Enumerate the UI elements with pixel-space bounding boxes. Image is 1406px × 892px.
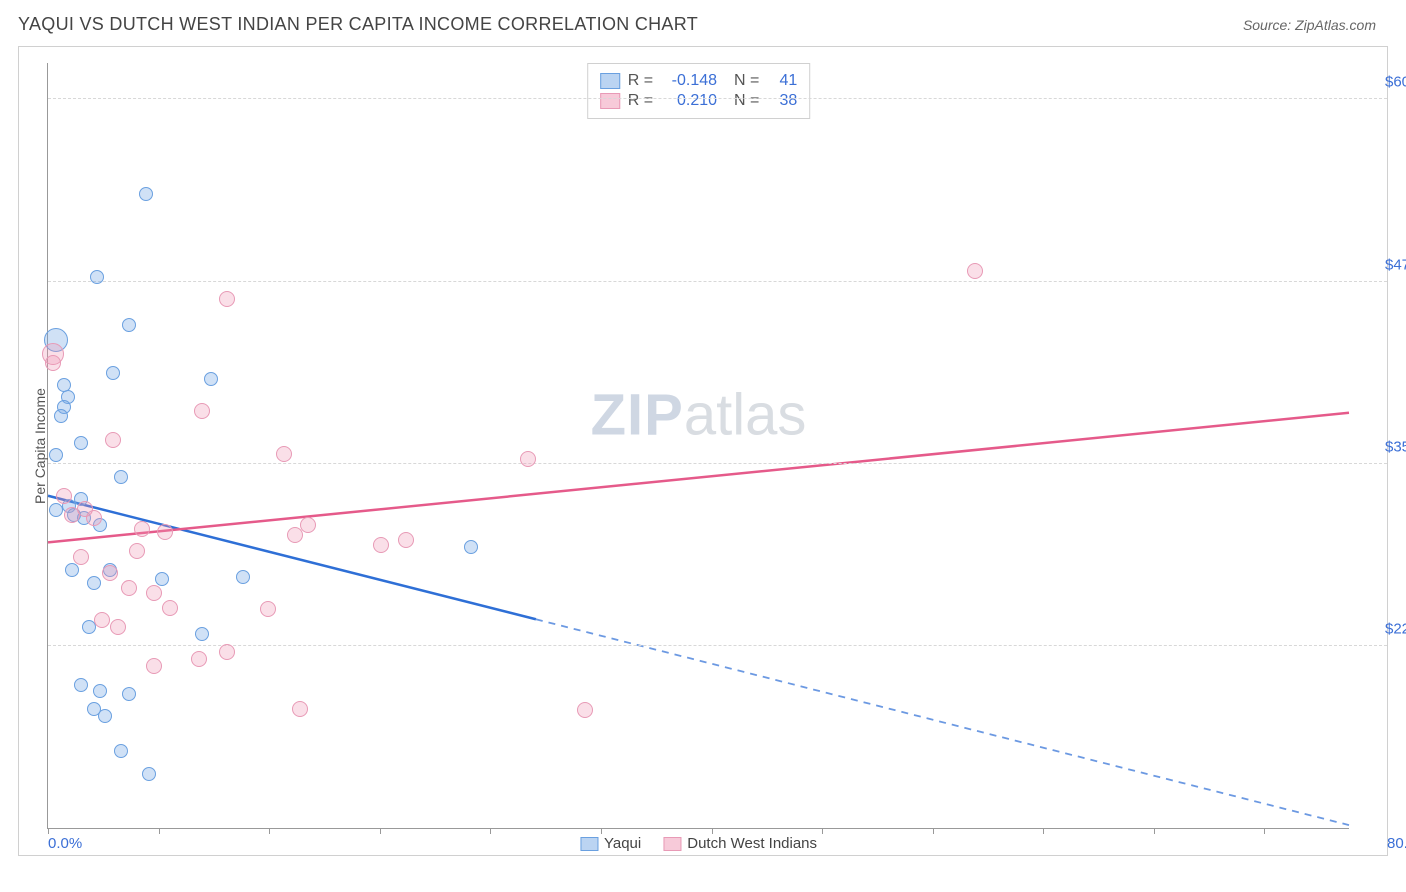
- gridline: [48, 281, 1387, 282]
- gridline: [48, 463, 1387, 464]
- x-tick: [712, 828, 713, 834]
- x-tick: [1264, 828, 1265, 834]
- legend-swatch-1: [600, 73, 620, 89]
- data-point: [260, 601, 276, 617]
- data-point: [520, 451, 536, 467]
- x-tick: [380, 828, 381, 834]
- data-point: [204, 372, 218, 386]
- legend-item-1: Yaqui: [580, 835, 641, 852]
- data-point: [110, 619, 126, 635]
- data-point: [49, 448, 63, 462]
- chart-frame: Per Capita Income ZIPatlas R = -0.148 N …: [18, 46, 1388, 856]
- gridline: [48, 98, 1387, 99]
- y-axis-label: Per Capita Income: [32, 388, 48, 504]
- data-point: [373, 537, 389, 553]
- data-point: [129, 543, 145, 559]
- data-point: [114, 470, 128, 484]
- x-tick: [822, 828, 823, 834]
- data-point: [398, 532, 414, 548]
- x-tick: [490, 828, 491, 834]
- data-point: [65, 563, 79, 577]
- data-point: [74, 436, 88, 450]
- chart-source: Source: ZipAtlas.com: [1243, 17, 1376, 33]
- x-tick: [601, 828, 602, 834]
- data-point: [162, 600, 178, 616]
- r-value-1: -0.148: [661, 72, 717, 90]
- data-point: [122, 687, 136, 701]
- data-point: [146, 658, 162, 674]
- data-point: [195, 627, 209, 641]
- gridline: [48, 645, 1387, 646]
- y-tick-label: $22,500: [1385, 620, 1406, 637]
- data-point: [121, 580, 137, 596]
- y-tick-label: $35,000: [1385, 438, 1406, 455]
- x-tick: [933, 828, 934, 834]
- x-tick: [159, 828, 160, 834]
- x-tick-label: 80.0%: [1387, 835, 1406, 852]
- chart-header: YAQUI VS DUTCH WEST INDIAN PER CAPITA IN…: [0, 0, 1406, 43]
- data-point: [194, 403, 210, 419]
- data-point: [219, 291, 235, 307]
- data-point: [287, 527, 303, 543]
- data-point: [87, 576, 101, 590]
- data-point: [276, 446, 292, 462]
- data-point: [142, 767, 156, 781]
- data-point: [49, 503, 63, 517]
- data-point: [56, 488, 72, 504]
- data-point: [134, 521, 150, 537]
- y-tick-label: $47,500: [1385, 256, 1406, 273]
- data-point: [98, 709, 112, 723]
- legend-row-series-2: R = 0.210 N = 38: [600, 92, 798, 110]
- plot-area: Per Capita Income ZIPatlas R = -0.148 N …: [47, 63, 1349, 829]
- data-point: [122, 318, 136, 332]
- data-point: [106, 366, 120, 380]
- legend-item-2: Dutch West Indians: [663, 835, 817, 852]
- data-point: [155, 572, 169, 586]
- r-value-2: 0.210: [661, 92, 717, 110]
- data-point: [105, 432, 121, 448]
- data-point: [157, 524, 173, 540]
- series-legend: Yaqui Dutch West Indians: [580, 835, 817, 852]
- legend-swatch-2: [600, 93, 620, 109]
- x-tick: [1154, 828, 1155, 834]
- data-point: [219, 644, 235, 660]
- data-point: [967, 263, 983, 279]
- data-point: [90, 270, 104, 284]
- y-tick-label: $60,000: [1385, 74, 1406, 91]
- data-point: [292, 701, 308, 717]
- trend-lines: [48, 63, 1349, 828]
- data-point: [577, 702, 593, 718]
- data-point: [93, 684, 107, 698]
- data-point: [64, 507, 80, 523]
- x-tick: [269, 828, 270, 834]
- data-point: [114, 744, 128, 758]
- x-tick: [48, 828, 49, 834]
- n-value-1: 41: [767, 72, 797, 90]
- chart-title: YAQUI VS DUTCH WEST INDIAN PER CAPITA IN…: [18, 14, 698, 35]
- data-point: [236, 570, 250, 584]
- data-point: [464, 540, 478, 554]
- data-point: [86, 510, 102, 526]
- x-tick: [1043, 828, 1044, 834]
- data-point: [45, 355, 61, 371]
- data-point: [191, 651, 207, 667]
- n-value-2: 38: [767, 92, 797, 110]
- data-point: [94, 612, 110, 628]
- correlation-legend: R = -0.148 N = 41 R = 0.210 N = 38: [587, 63, 811, 119]
- data-point: [146, 585, 162, 601]
- data-point: [300, 517, 316, 533]
- data-point: [102, 565, 118, 581]
- watermark: ZIPatlas: [591, 381, 807, 448]
- data-point: [73, 549, 89, 565]
- legend-row-series-1: R = -0.148 N = 41: [600, 72, 798, 90]
- data-point: [54, 409, 68, 423]
- data-point: [139, 187, 153, 201]
- data-point: [74, 678, 88, 692]
- x-tick-label: 0.0%: [48, 835, 82, 852]
